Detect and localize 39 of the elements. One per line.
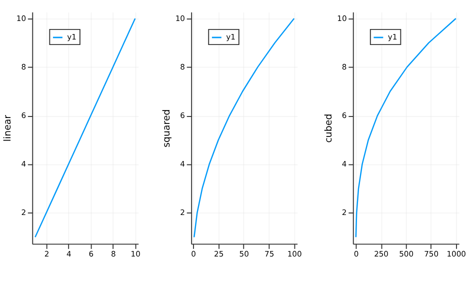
legend-label: y1 — [226, 32, 236, 42]
x-tick-label: 50 — [239, 249, 250, 258]
x-tick-label: 25 — [214, 249, 224, 258]
x-tick-label: 250 — [374, 249, 389, 258]
y-tick-label: 10 — [175, 14, 186, 23]
y-tick-label: 8 — [21, 62, 26, 72]
y-axis-title: cubed — [323, 114, 334, 143]
y-axis-title: linear — [2, 114, 14, 142]
x-tick-label: 10 — [130, 249, 141, 258]
y-tick-label: 10 — [337, 14, 347, 23]
line-series — [34, 18, 136, 238]
x-tick-label: 0 — [354, 249, 359, 258]
y-tick-label: 4 — [342, 160, 347, 169]
x-tick-label: 100 — [287, 249, 302, 258]
y-tick-label: 8 — [180, 62, 186, 72]
y-tick-label: 8 — [342, 62, 347, 72]
line-series — [194, 18, 295, 238]
y-tick-label: 6 — [21, 111, 26, 120]
y-tick-label: 10 — [16, 14, 26, 23]
y-tick-label: 4 — [180, 160, 186, 169]
x-tick-label: 0 — [191, 249, 196, 258]
x-tick-label: 8 — [110, 249, 116, 258]
y-tick-label: 6 — [342, 111, 347, 120]
line-series — [355, 18, 456, 238]
x-tick-label: 750 — [424, 249, 439, 258]
y-tick-label: 2 — [21, 208, 26, 218]
x-tick-label: 4 — [66, 249, 72, 258]
x-tick-label: 1000 — [446, 249, 466, 258]
y-axis-title: squared — [162, 109, 173, 148]
y-tick-label: 2 — [180, 208, 186, 218]
legend-label: y1 — [388, 32, 398, 42]
y-tick-label: 6 — [180, 111, 186, 120]
x-tick-label: 500 — [399, 249, 414, 258]
legend-label: y1 — [67, 32, 77, 42]
x-tick-label: 2 — [44, 249, 50, 258]
x-tick-label: 75 — [264, 249, 274, 258]
y-tick-label: 4 — [21, 160, 26, 169]
x-tick-label: 6 — [88, 249, 94, 258]
y-tick-label: 2 — [342, 208, 347, 218]
